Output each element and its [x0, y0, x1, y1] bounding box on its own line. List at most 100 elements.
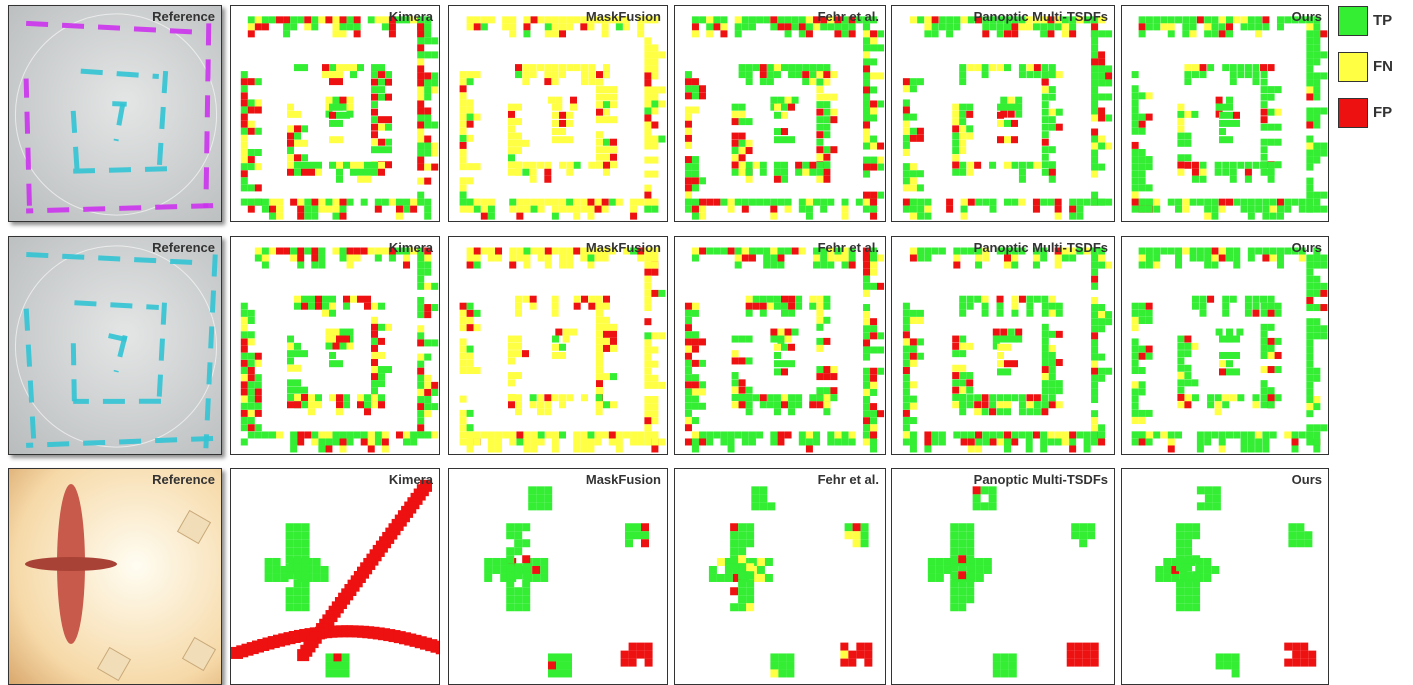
- voxel: [371, 138, 378, 146]
- voxel: [530, 431, 538, 439]
- voxel: [385, 93, 392, 101]
- voxel: [809, 302, 817, 310]
- voxel: [1145, 205, 1153, 213]
- voxel: [514, 595, 523, 604]
- voxel: [492, 565, 501, 574]
- panel-label: Ours: [1291, 240, 1322, 255]
- voxel: [870, 16, 878, 24]
- voxel: [841, 438, 849, 446]
- voxel: [863, 65, 871, 73]
- voxel: [1000, 661, 1009, 670]
- voxel: [989, 438, 997, 446]
- voxel: [1211, 23, 1219, 31]
- voxel: [1145, 184, 1153, 192]
- voxel: [459, 120, 467, 128]
- voxel: [522, 139, 529, 147]
- voxel: [1182, 198, 1190, 206]
- voxel: [1040, 16, 1048, 24]
- voxel: [304, 16, 312, 24]
- voxel: [916, 170, 924, 178]
- voxel: [1004, 343, 1011, 351]
- voxel: [610, 330, 617, 338]
- voxel: [748, 438, 756, 446]
- voxel: [548, 669, 556, 678]
- voxel: [730, 603, 739, 612]
- voxel: [403, 247, 411, 255]
- voxel: [516, 438, 524, 446]
- voxel: [548, 96, 555, 104]
- voxel: [346, 96, 354, 104]
- voxel: [870, 325, 878, 333]
- voxel: [247, 352, 255, 360]
- voxel: [1252, 64, 1260, 72]
- voxel: [559, 161, 566, 169]
- voxel: [1004, 16, 1011, 24]
- voxel: [699, 247, 707, 255]
- voxel: [959, 372, 967, 380]
- voxel: [350, 168, 357, 176]
- voxel: [992, 328, 1000, 336]
- voxel: [1274, 86, 1282, 94]
- voxel: [276, 198, 284, 206]
- voxel: [863, 261, 871, 269]
- voxel: [1145, 431, 1153, 439]
- voxel: [566, 23, 574, 31]
- voxel: [431, 51, 439, 59]
- voxel: [1167, 30, 1175, 38]
- voxel: [424, 431, 432, 439]
- voxel: [304, 198, 312, 206]
- voxel: [1199, 168, 1207, 176]
- voxel: [959, 161, 967, 169]
- voxel: [1048, 108, 1056, 116]
- voxel: [367, 445, 375, 453]
- voxel: [367, 438, 375, 446]
- voxel: [378, 366, 385, 374]
- voxel: [1244, 295, 1252, 303]
- voxel: [834, 23, 842, 31]
- voxel: [544, 502, 553, 511]
- voxel: [424, 121, 432, 129]
- voxel: [1047, 30, 1055, 38]
- voxel: [1276, 254, 1284, 262]
- voxel: [644, 44, 652, 52]
- voxel: [1004, 438, 1011, 446]
- voxel: [459, 156, 467, 164]
- voxel: [530, 205, 538, 213]
- voxel: [1026, 408, 1034, 416]
- voxel: [1041, 123, 1049, 131]
- voxel: [294, 132, 301, 140]
- voxel: [1306, 114, 1314, 122]
- voxel: [1320, 424, 1328, 432]
- voxel: [508, 147, 515, 155]
- voxel: [834, 438, 842, 446]
- voxel: [350, 295, 357, 303]
- voxel: [466, 113, 474, 121]
- voxel: [1255, 205, 1263, 213]
- voxel: [1175, 247, 1183, 255]
- voxel: [410, 198, 418, 206]
- voxel: [864, 658, 873, 667]
- voxel: [773, 161, 781, 169]
- voxel: [938, 247, 946, 255]
- voxel: [523, 205, 531, 213]
- voxel: [1138, 345, 1146, 353]
- voxel: [745, 309, 753, 317]
- voxel: [658, 289, 666, 297]
- voxel: [952, 125, 960, 133]
- voxel: [417, 296, 425, 304]
- voxel: [935, 557, 944, 566]
- voxel: [1098, 325, 1106, 333]
- legend-label: FP: [1373, 104, 1393, 121]
- voxel: [1306, 296, 1314, 304]
- voxel: [1032, 16, 1040, 24]
- voxel: [902, 205, 910, 213]
- voxel: [788, 401, 796, 409]
- voxel: [336, 175, 343, 183]
- voxel: [863, 353, 871, 361]
- voxel: [651, 360, 659, 368]
- voxel: [863, 86, 871, 94]
- voxel: [748, 23, 756, 31]
- voxel: [1184, 64, 1192, 72]
- voxel: [950, 579, 959, 588]
- voxel: [1040, 23, 1048, 31]
